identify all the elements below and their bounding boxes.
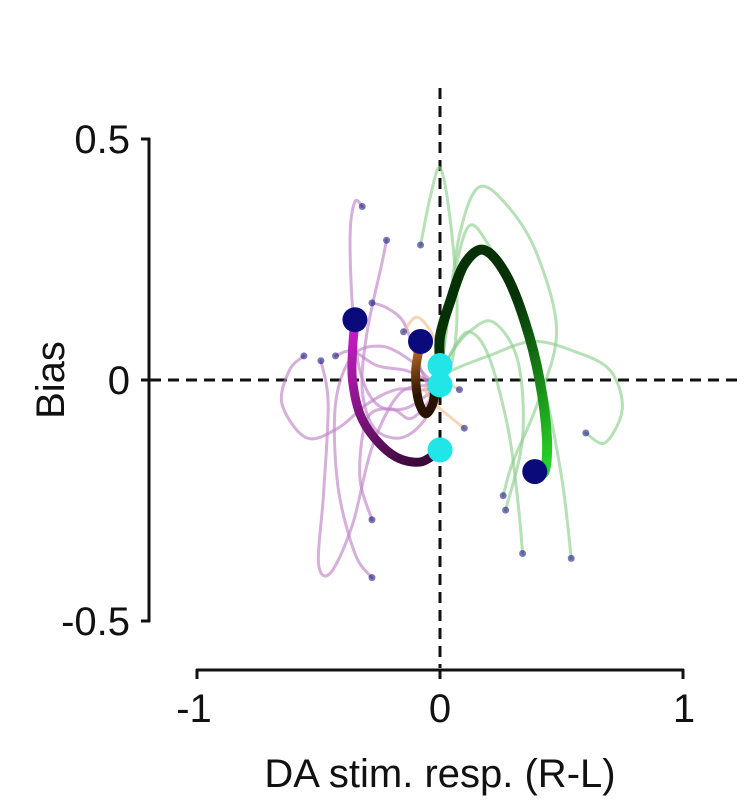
- y-tick-label-top: 0.5: [74, 118, 130, 162]
- session-trajectory-green: [419, 166, 459, 382]
- y-axis-label: Bias: [29, 341, 73, 419]
- session-trajectory-green: [438, 319, 525, 512]
- axes: 0.5 0 -0.5 -1 0 1 DA stim. resp. (R-L) B…: [29, 118, 695, 796]
- session-trajectory-purple: [316, 359, 442, 578]
- session-start-point: [582, 429, 590, 437]
- mean-start-point-green: [522, 459, 548, 485]
- x-axis-label: DA stim. resp. (R-L): [264, 752, 615, 796]
- session-start-point: [368, 516, 376, 524]
- trajectory-markers: [342, 307, 548, 485]
- session-start-point: [300, 352, 308, 360]
- session-start-point: [332, 352, 340, 360]
- session-start-point: [460, 424, 468, 432]
- x-tick-label-mid: 0: [429, 687, 451, 731]
- mean-end-point: [427, 437, 453, 463]
- session-start-point: [455, 386, 463, 394]
- session-start-point: [317, 357, 325, 365]
- mean-end-point: [427, 372, 453, 398]
- x-tick-label-left: -1: [176, 687, 212, 731]
- y-tick-label-bottom: -0.5: [61, 600, 130, 644]
- session-start-point: [368, 574, 376, 582]
- x-tick-label-right: 1: [673, 687, 695, 731]
- mean-trajectory-green: [434, 244, 553, 480]
- session-start-point: [417, 241, 425, 249]
- mean-start-point-orange: [408, 328, 434, 354]
- session-trajectory-green: [438, 339, 624, 445]
- plot-area: [279, 166, 624, 582]
- session-start-point: [383, 236, 391, 244]
- session-start-point: [567, 554, 575, 562]
- session-start-point: [400, 328, 408, 336]
- session-start-point: [502, 506, 510, 514]
- session-start-point: [368, 299, 376, 307]
- session-start-point: [499, 492, 507, 500]
- mean-end-point: [427, 353, 453, 379]
- y-tick-label-mid: 0: [108, 359, 130, 403]
- mean-trajectory-purple: [347, 315, 445, 467]
- session-trajectory-purple: [360, 238, 442, 440]
- session-start-point: [358, 202, 366, 210]
- mean-start-point-purple: [342, 307, 368, 333]
- session-start-point: [519, 550, 527, 558]
- session-trajectories: [279, 166, 624, 582]
